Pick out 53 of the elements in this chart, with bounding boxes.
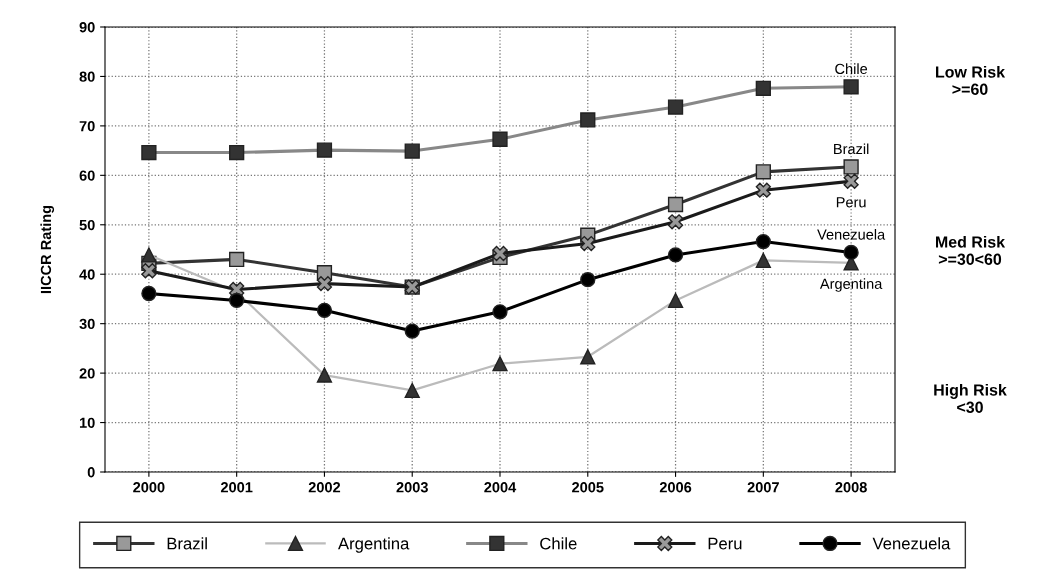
legend-label: Argentina bbox=[338, 537, 410, 553]
x-tick-label: 2008 bbox=[835, 482, 867, 493]
y-tick-label: 70 bbox=[79, 120, 95, 132]
legend-label: Brazil bbox=[167, 537, 207, 550]
legend-label: Chile bbox=[540, 537, 577, 550]
text: Brazil bbox=[834, 143, 869, 155]
text: Med Risk >=30<60 bbox=[936, 235, 1006, 265]
x-tick-label: 2004 bbox=[484, 482, 517, 493]
text: High Risk <30 bbox=[934, 383, 1007, 413]
y-tick-label: 80 bbox=[79, 71, 95, 82]
text: Low Risk >=60 bbox=[936, 65, 1006, 95]
x-tick-label: 2002 bbox=[308, 482, 341, 493]
y-tick-label: 60 bbox=[79, 170, 95, 181]
point bbox=[492, 245, 508, 262]
point bbox=[755, 182, 771, 198]
point bbox=[667, 196, 684, 213]
text: Venezuela bbox=[817, 229, 886, 240]
text: Peru bbox=[836, 197, 866, 208]
x-tick-label: 2001 bbox=[220, 482, 253, 493]
point bbox=[667, 247, 684, 263]
point bbox=[492, 304, 508, 320]
legend-label: Peru bbox=[708, 537, 742, 550]
text: Chile bbox=[835, 63, 868, 75]
point bbox=[229, 292, 245, 309]
y-axis-title: IICCR Rating bbox=[40, 205, 55, 294]
point bbox=[755, 164, 771, 180]
point bbox=[843, 159, 859, 175]
x-tick-label: 2000 bbox=[133, 482, 165, 493]
y-tick-label: 10 bbox=[79, 417, 95, 428]
point bbox=[843, 244, 859, 261]
point bbox=[229, 251, 245, 268]
y-tick-label: 90 bbox=[79, 22, 95, 33]
point bbox=[316, 302, 333, 318]
x-tick-label: 2006 bbox=[659, 482, 692, 493]
point bbox=[316, 275, 333, 292]
point bbox=[141, 285, 157, 302]
y-tick-label: 20 bbox=[79, 368, 95, 379]
point bbox=[141, 263, 157, 279]
point bbox=[843, 173, 859, 189]
point bbox=[580, 235, 596, 252]
text: Argentina bbox=[819, 278, 883, 292]
x-tick-label: 2003 bbox=[396, 482, 428, 493]
legend-label: Venezuela bbox=[872, 537, 951, 550]
x-tick-label: 2007 bbox=[747, 482, 779, 493]
point bbox=[755, 233, 771, 250]
y-tick-label: 40 bbox=[79, 269, 95, 280]
point bbox=[404, 323, 420, 339]
point bbox=[580, 272, 596, 288]
point bbox=[667, 214, 684, 230]
x-tick-label: 2005 bbox=[572, 482, 604, 493]
y-tick-label: 30 bbox=[79, 318, 95, 330]
y-tick-label: 50 bbox=[79, 219, 95, 231]
y-tick-label: 0 bbox=[87, 467, 95, 478]
